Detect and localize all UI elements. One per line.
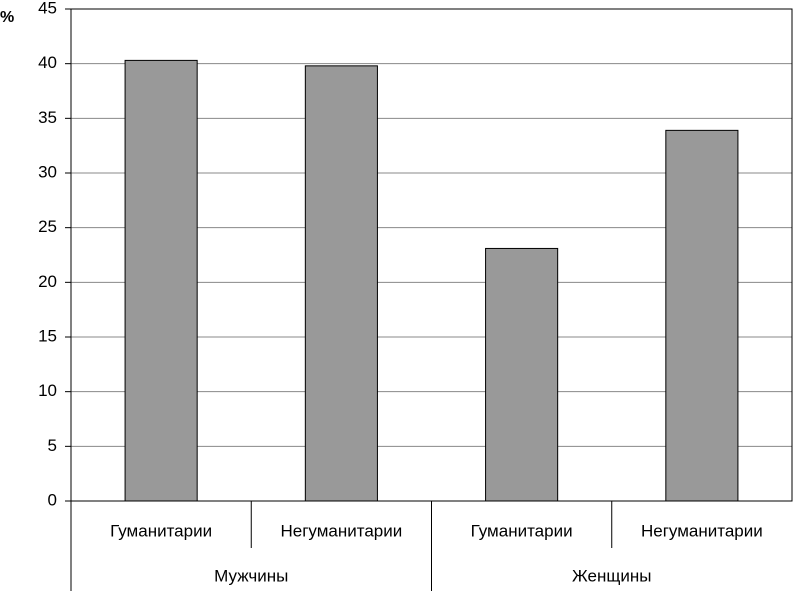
y-tick-label: 20 (38, 272, 57, 291)
x-tick-label: Гуманитарии (471, 521, 573, 540)
y-tick-label: 5 (48, 436, 57, 455)
y-tick-label: 10 (38, 381, 57, 400)
x-tick-label: Негуманитарии (641, 521, 763, 540)
group-label: Мужчины (214, 566, 288, 585)
group-label: Женщины (572, 566, 651, 585)
x-tick-label: Негуманитарии (280, 521, 402, 540)
y-tick-label: 15 (38, 326, 57, 345)
y-tick-label: 30 (38, 162, 57, 181)
y-tick-label: 25 (38, 217, 57, 236)
bar (485, 247, 559, 502)
bar (124, 59, 198, 502)
y-tick-label: 35 (38, 108, 57, 127)
y-tick-label: 0 (48, 490, 57, 509)
bar (665, 129, 739, 502)
bar (304, 65, 378, 502)
x-tick-label: Гуманитарии (110, 521, 212, 540)
y-axis-label: % (0, 9, 14, 26)
y-tick-label: 45 (38, 0, 57, 17)
y-tick-label: 40 (38, 53, 57, 72)
